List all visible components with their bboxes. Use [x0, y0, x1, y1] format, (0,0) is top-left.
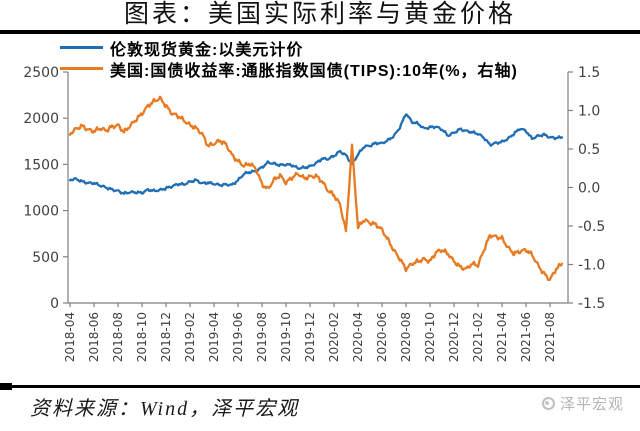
svg-text:-1.0: -1.0 — [578, 258, 605, 274]
svg-text:2018-10: 2018-10 — [135, 312, 149, 362]
legend: 伦敦现货黄金:以美元计价 美国:国债收益率:通胀指数国债(TIPS):10年(%… — [60, 37, 518, 80]
svg-text:2020-02: 2020-02 — [327, 312, 341, 362]
footer-divider — [0, 385, 640, 388]
svg-text:2019-10: 2019-10 — [279, 312, 293, 362]
brand-watermark: 泽平宏观 — [541, 393, 624, 414]
svg-text:2020-08: 2020-08 — [399, 312, 413, 362]
svg-text:-0.5: -0.5 — [578, 219, 605, 235]
svg-text:2021-06: 2021-06 — [519, 312, 533, 362]
svg-text:0: 0 — [50, 296, 59, 312]
svg-text:2021-08: 2021-08 — [543, 312, 557, 362]
svg-text:2018-06: 2018-06 — [87, 312, 101, 362]
title-divider — [0, 30, 640, 34]
svg-text:2019-04: 2019-04 — [207, 312, 221, 362]
legend-swatch-gold-price — [60, 46, 103, 49]
svg-text:0.5: 0.5 — [578, 142, 600, 158]
legend-label-gold-price: 伦敦现货黄金:以美元计价 — [110, 41, 304, 59]
svg-text:2019-02: 2019-02 — [183, 312, 197, 362]
svg-text:-1.5: -1.5 — [578, 296, 605, 312]
svg-text:2018-08: 2018-08 — [111, 312, 125, 362]
svg-text:2021-04: 2021-04 — [495, 312, 509, 362]
svg-text:500: 500 — [32, 250, 59, 266]
svg-text:2018-12: 2018-12 — [159, 312, 173, 362]
brand-logo-text: 泽平宏观 — [559, 396, 624, 413]
legend-label-tips-yield: 美国:国债收益率:通胀指数国债(TIPS):10年(%，右轴) — [110, 62, 518, 80]
svg-text:2500: 2500 — [23, 65, 59, 81]
legend-item-tips-yield: 美国:国债收益率:通胀指数国债(TIPS):10年(%，右轴) — [60, 58, 518, 80]
legend-swatch-tips-yield — [60, 67, 103, 70]
svg-text:0.0: 0.0 — [578, 181, 600, 197]
chart-title: 图表：美国实际利率与黄金价格 — [123, 1, 516, 28]
svg-text:1.5: 1.5 — [578, 65, 600, 81]
svg-text:2000: 2000 — [23, 111, 59, 127]
svg-text:1000: 1000 — [23, 204, 59, 220]
svg-text:2020-06: 2020-06 — [375, 312, 389, 362]
svg-text:2020-04: 2020-04 — [351, 312, 365, 362]
svg-text:2018-04: 2018-04 — [63, 312, 77, 362]
svg-text:2020-10: 2020-10 — [423, 312, 437, 362]
svg-text:2020-12: 2020-12 — [447, 312, 461, 362]
svg-text:2021-02: 2021-02 — [471, 312, 485, 362]
svg-text:1500: 1500 — [23, 157, 59, 173]
brand-logo-icon — [541, 397, 555, 410]
svg-text:2019-08: 2019-08 — [255, 312, 269, 362]
svg-text:1.0: 1.0 — [578, 104, 600, 120]
footer-divider-stub — [0, 383, 12, 390]
svg-text:2019-12: 2019-12 — [303, 312, 317, 362]
legend-item-gold-price: 伦敦现货黄金:以美元计价 — [60, 37, 518, 59]
svg-text:2019-06: 2019-06 — [231, 312, 245, 362]
source-note: 资料来源：Wind，泽平宏观 — [30, 398, 300, 420]
